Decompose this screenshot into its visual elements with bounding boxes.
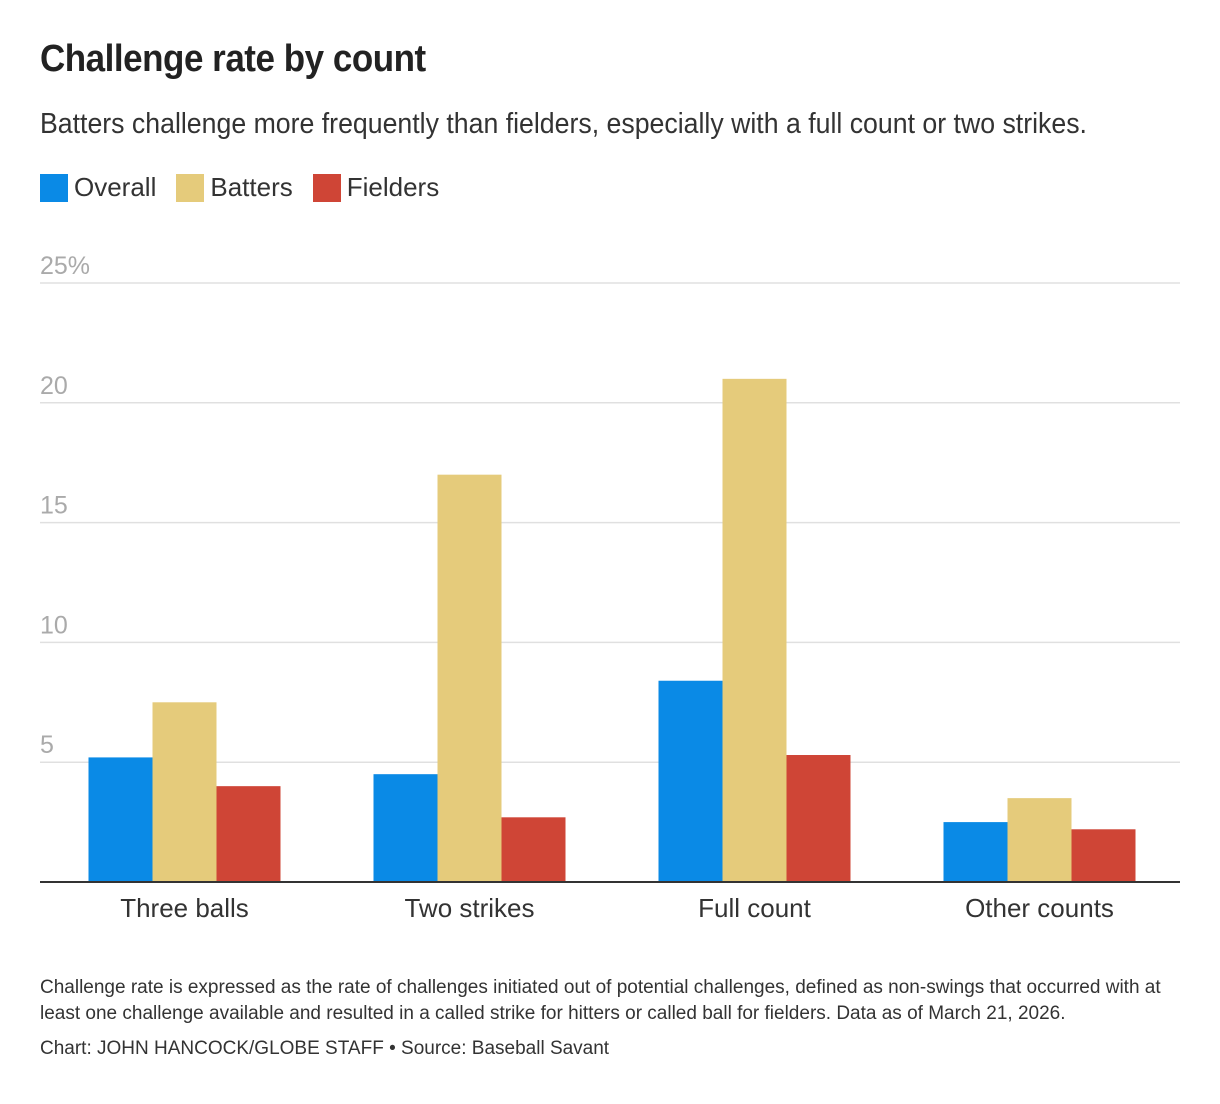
bar-fielders xyxy=(216,786,281,882)
legend-item-batters: Batters xyxy=(176,172,293,203)
y-tick-label: 10 xyxy=(40,611,68,639)
legend-swatch-overall xyxy=(40,173,68,202)
bar-batters xyxy=(152,702,217,882)
chart-credit: Chart: JOHN HANCOCK/GLOBE STAFF • Source… xyxy=(40,1038,610,1059)
bar-batters xyxy=(1007,798,1072,882)
chart-subtitle: Batters challenge more frequently than f… xyxy=(40,108,1087,140)
chart-note: Challenge rate is expressed as the rate … xyxy=(40,977,1161,1024)
bar-batters xyxy=(437,474,502,882)
legend-label: Fielders xyxy=(346,172,440,202)
legend-swatch-fielders xyxy=(312,173,341,202)
bar-overall xyxy=(373,774,438,882)
legend-label: Overall xyxy=(74,172,157,202)
bar-batters xyxy=(722,378,787,882)
x-tick-label: Other counts xyxy=(965,893,1114,923)
bar-fielders xyxy=(1071,829,1136,882)
y-tick-label: 5 xyxy=(40,731,54,759)
bar-fielders xyxy=(786,755,851,882)
y-tick-label: 25% xyxy=(40,252,90,280)
bar-overall xyxy=(658,680,723,882)
bar-chart: 5 10 15 20 25% Three balls Two strikes Full cou… xyxy=(40,252,1180,923)
x-tick-label: Full count xyxy=(698,893,811,923)
y-tick-label: 15 xyxy=(40,492,68,520)
bar-overall xyxy=(88,757,153,882)
chart-title: Challenge rate by count xyxy=(40,38,426,80)
legend-item-fielders: Fielders xyxy=(312,172,440,203)
x-tick-label: Two strikes xyxy=(404,893,534,923)
y-tick-label: 20 xyxy=(40,372,68,400)
legend: Overall Batters Fielders xyxy=(40,172,439,203)
x-tick-label: Three balls xyxy=(120,893,249,923)
bar-overall xyxy=(943,822,1008,882)
bar-fielders xyxy=(501,817,566,882)
legend-label: Batters xyxy=(210,172,293,202)
legend-swatch-batters xyxy=(176,173,205,202)
legend-item-overall: Overall xyxy=(40,172,156,203)
